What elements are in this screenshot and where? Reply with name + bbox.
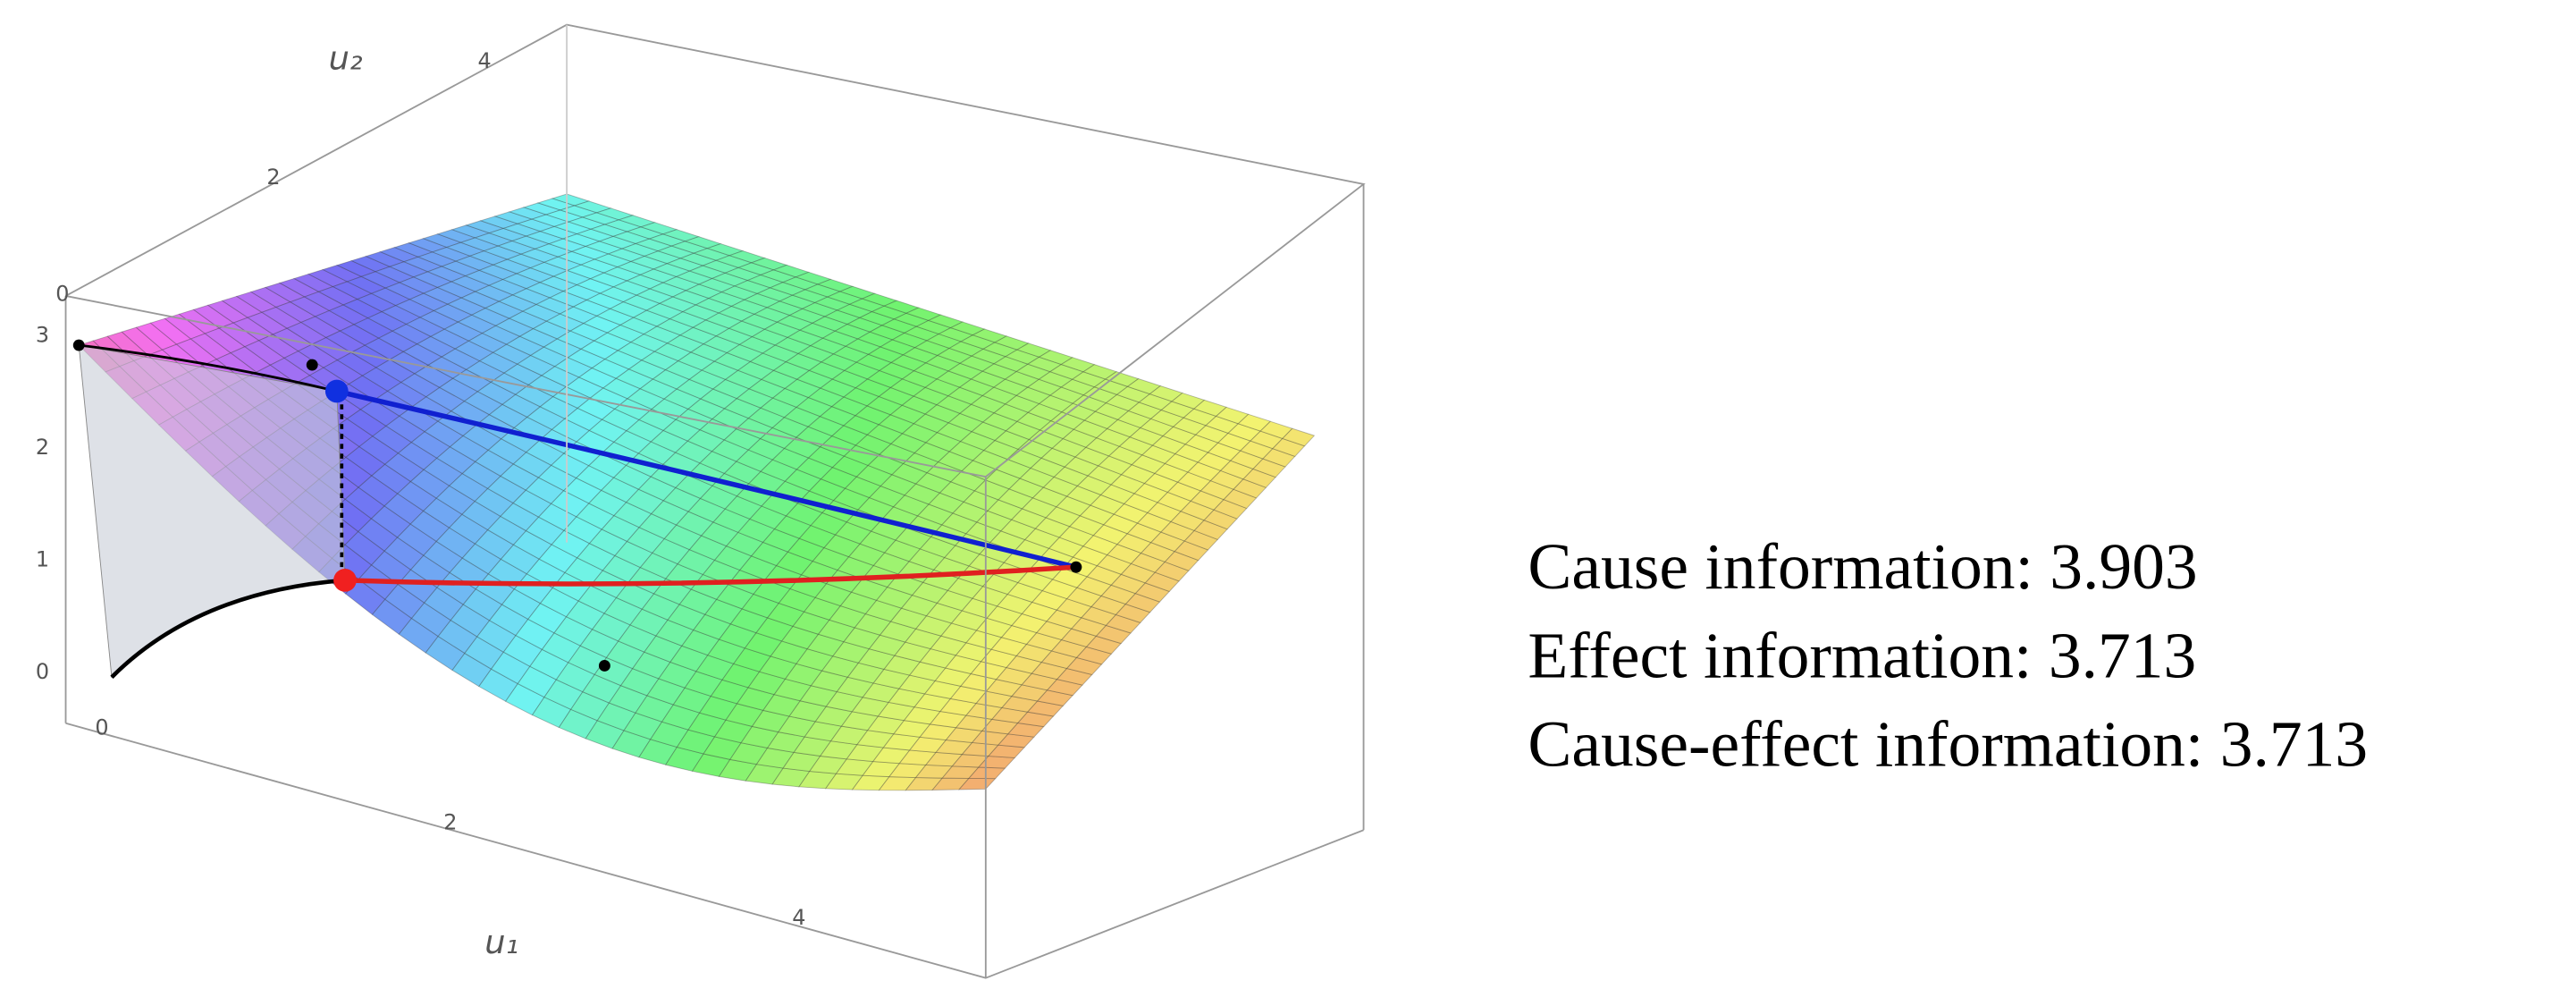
red-point (333, 569, 357, 592)
y-tick-label: 4 (478, 48, 492, 73)
blue-curve (336, 388, 1077, 570)
dot (1070, 561, 1082, 573)
x-tick-label: 4 (792, 905, 805, 930)
curtain (78, 344, 346, 679)
info-label: Cause information: (1528, 529, 2033, 603)
y-tick-label: 2 (266, 165, 280, 190)
dot (72, 339, 85, 351)
z-tick-label: 2 (36, 435, 49, 460)
info-label: Effect information: (1528, 618, 2032, 691)
black-curve (79, 343, 338, 393)
x-tick-label: 0 (95, 715, 108, 740)
dot (306, 359, 318, 371)
surface (72, 193, 1316, 791)
red-curve (344, 564, 1077, 587)
y-axis-label: u₂ (329, 38, 363, 77)
info-value: 3.713 (2220, 707, 2368, 781)
blue-point (324, 379, 349, 403)
dot (598, 660, 610, 672)
y-tick-label: 0 (55, 281, 69, 306)
info-label: Cause-effect information: (1528, 707, 2203, 781)
info-line: Effect information: 3.713 (1528, 618, 2196, 691)
z-tick-label: 0 (36, 659, 49, 684)
z-tick-label: 1 (36, 547, 49, 572)
surface-patch (1282, 427, 1316, 447)
x-axis-label: u₁ (484, 923, 518, 961)
info-value: 3.903 (2050, 529, 2197, 603)
info-line: Cause information: 3.903 (1528, 529, 2197, 603)
x-tick-label: 2 (443, 810, 457, 835)
info-value: 3.713 (2049, 618, 2196, 691)
bounding-box (64, 23, 1366, 979)
z-tick-label: 3 (36, 322, 49, 347)
info-line: Cause-effect information: 3.713 (1528, 707, 2368, 781)
black-curve (110, 578, 346, 679)
